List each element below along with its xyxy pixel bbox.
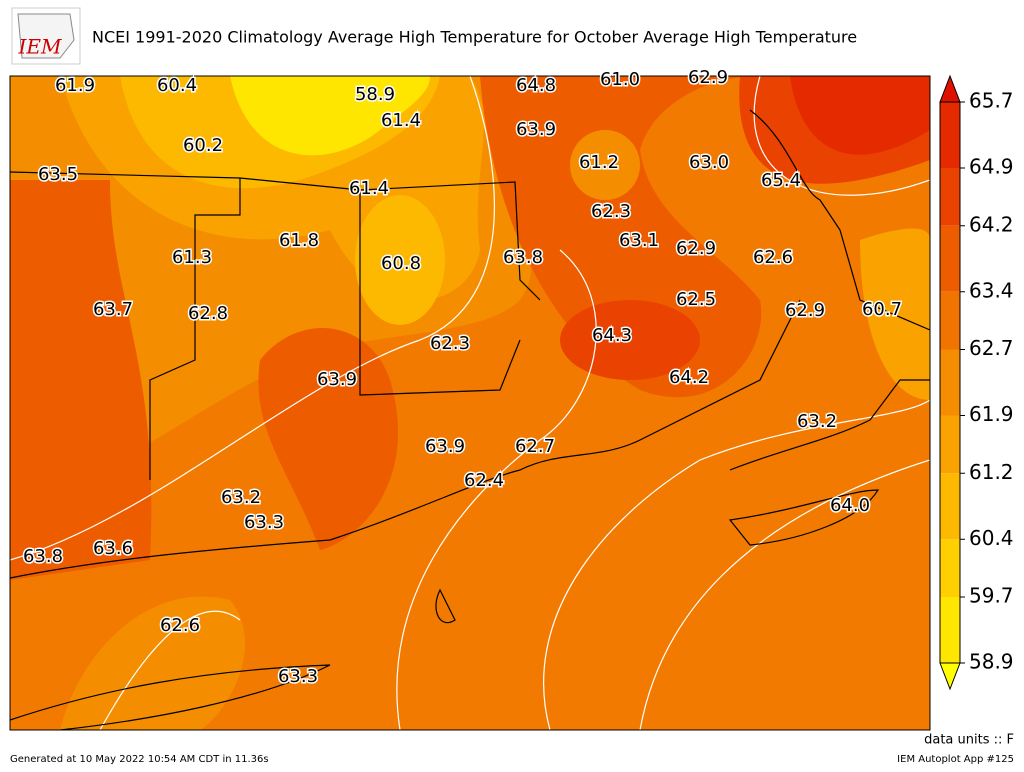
station-value: 62.5 [676,289,716,310]
station-value: 63.3 [278,666,318,687]
logo: IEM [11,7,81,65]
colorbar-bin [940,415,960,474]
station-value: 61.0 [600,69,640,90]
station-value: 64.2 [669,367,709,388]
station-value: 63.8 [23,546,63,567]
station-value: 62.9 [676,238,716,259]
station-value: 63.2 [797,411,837,432]
station-value: 64.8 [516,75,556,96]
field [790,76,930,155]
field [10,180,152,580]
station-value: 60.8 [381,253,421,274]
colorbar-bin [940,473,960,540]
station-value: 61.2 [579,152,619,173]
title: NCEI 1991-2020 Climatology Average High … [92,28,857,47]
colorbar-bin [940,168,960,226]
footer-app: IEM Autoplot App #125 [897,754,1014,765]
field [560,300,700,380]
station-value: 63.9 [516,119,556,140]
station-value: 61.4 [349,178,389,199]
station-value: 60.2 [183,135,223,156]
station-value: 63.3 [244,512,284,533]
coastlines [10,109,930,730]
station-value: 61.3 [172,247,212,268]
field [60,596,246,730]
station-value: 58.9 [355,84,395,105]
station-value: 63.8 [503,247,543,268]
colorbar-tick-label: 62.7 [969,336,1014,360]
station-value: 62.9 [688,67,728,88]
colorbar-bin [940,539,960,597]
station-value: 62.9 [785,300,825,321]
station-value: 63.5 [38,164,78,185]
colorbar-tick-label: 61.2 [969,460,1014,484]
station-value: 64.3 [592,325,632,346]
logo-state [17,13,75,59]
station-value: 62.8 [188,303,228,324]
station-value: 63.9 [425,436,465,457]
colorbar-under [939,662,961,691]
colorbar-tick-label: 58.9 [969,650,1014,674]
field [570,130,640,200]
station-value: 62.6 [160,615,200,636]
logo-text: IEM [18,35,63,59]
colorbar: 58.9 59.7 60.4 61.2 61.9 62.7 63.4 64.2 64.9 65.7 [939,74,1014,691]
station-value: 62.3 [430,333,470,354]
station-value: 65.4 [761,170,801,191]
station-value: 62.6 [753,247,793,268]
station-value: 63.1 [619,230,659,251]
isotherms [10,76,930,730]
units-note: data units :: F [924,733,1014,748]
station-value: 62.4 [464,470,504,491]
station-value: 62.3 [591,201,631,222]
colorbar-over [939,74,961,103]
station-value: 61.8 [279,230,319,251]
colorbar-bin [940,349,960,416]
colorbar-frame [939,101,961,664]
station-value: 63.9 [317,369,357,390]
colorbar-tick-label: 63.4 [969,278,1014,302]
colorbar-bin [940,291,960,350]
station-value: 60.7 [862,299,902,320]
colorbar-tick-label: 64.9 [969,155,1014,179]
colorbar-tick-label: 61.9 [969,402,1014,426]
field [230,76,430,156]
field [860,228,930,400]
colorbar-tick-label: 64.2 [969,212,1014,236]
field [258,327,399,550]
field [480,76,762,398]
station-value: 61.4 [381,110,421,131]
map-frame [9,75,931,731]
contour-map [10,76,930,730]
colorbar-tick-label: 59.7 [969,584,1014,608]
colorbar-bin [940,225,960,292]
station-value: 62.7 [515,436,555,457]
station-labels: 61.9 60.4 58.9 64.8 61.0 62.9 61.4 63.9 60.2 61.2… [21,66,903,689]
colorbar-bin [940,597,960,663]
station-value: 60.4 [157,75,197,96]
station-value: 63.0 [689,152,729,173]
station-value: 64.0 [830,495,870,516]
field [355,195,445,325]
station-value: 63.2 [221,487,261,508]
colorbar-tick-label: 65.7 [969,89,1014,113]
station-value: 63.6 [93,538,133,559]
station-value: 63.7 [93,299,133,320]
colorbar-bin [940,102,960,168]
colorbar-tick-label: 60.4 [969,526,1014,550]
footer-generated: Generated at 10 May 2022 10:54 AM CDT in… [10,754,269,765]
station-value: 61.9 [55,75,95,96]
